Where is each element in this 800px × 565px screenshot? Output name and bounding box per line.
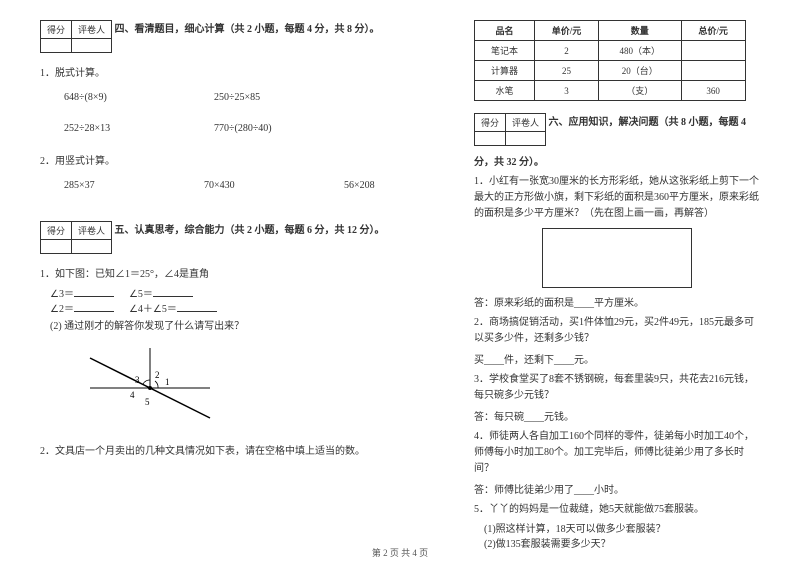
q6-3-ans: 答：每只碗____元钱。: [474, 408, 760, 423]
left-column: 得分 评卷人 四、看清题目，细心计算（共 2 小题，每题 4 分，共 8 分）。…: [40, 20, 444, 530]
q6-3: 3．学校食堂买了8套不锈钢碗，每套里装9只，共花去216元钱，每只碗多少元钱？: [474, 372, 760, 404]
expr: 252÷28×13: [64, 123, 164, 134]
th: 品名: [475, 21, 535, 41]
page-footer: 第 2 页 共 4 页: [0, 546, 800, 559]
q6-2: 2．商场搞促销活动，买1件体恤29元，买2件49元，185元最多可以买多少件，还…: [474, 315, 760, 347]
score-box-4: 得分 评卷人: [40, 20, 112, 53]
q6-4-ans: 答：师傅比徒弟少用了____小时。: [474, 481, 760, 496]
score-cell[interactable]: [41, 39, 72, 53]
q4-1-label: 1．脱式计算。: [40, 66, 444, 82]
svg-text:5: 5: [145, 397, 150, 407]
table-header-row: 品名 单价/元 数量 总价/元: [475, 21, 746, 41]
q5-2-label: 2．文具店一个月卖出的几种文具情况如下表，请在空格中填上适当的数。: [40, 444, 444, 460]
section-6-header: 得分 评卷人 六、应用知识，解决问题（共 8 小题，每题 4 分，共 32 分）…: [474, 113, 760, 168]
th: 总价/元: [681, 21, 745, 41]
q6-2-ans: 买____件，还剩下____元。: [474, 351, 760, 366]
grader-label: 评卷人: [506, 114, 546, 132]
table-row: 水笔 3 （支） 360: [475, 81, 746, 101]
cell: 2: [534, 41, 598, 61]
cell-blank[interactable]: [681, 41, 745, 61]
score-box-6: 得分 评卷人: [474, 113, 546, 146]
cell: 计算器: [475, 61, 535, 81]
score-label: 得分: [41, 21, 72, 39]
q6-5-sub1: (1)照这样计算，18天可以做多少套服装？: [484, 520, 760, 535]
cell: 480（本）: [599, 41, 681, 61]
calc-row-2: 252÷28×13 770÷(280÷40): [64, 123, 444, 134]
stationery-table: 品名 单价/元 数量 总价/元 笔记本 2 480（本） 计算器 25 20（台…: [474, 20, 746, 101]
cell: 360: [681, 81, 745, 101]
q5-1-sub: (2) 通过刚才的解答你发现了什么请写出来？: [50, 319, 444, 335]
page-container: 得分 评卷人 四、看清题目，细心计算（共 2 小题，每题 4 分，共 8 分）。…: [40, 20, 760, 530]
cell: 3: [534, 81, 598, 101]
expr: 250÷25×85: [214, 92, 314, 103]
calc-row-1: 648÷(8×9) 250÷25×85: [64, 92, 444, 103]
svg-text:3: 3: [135, 375, 140, 385]
expr: 56×208: [344, 180, 444, 191]
grader-label: 评卷人: [72, 222, 112, 240]
cell-blank[interactable]: （支）: [599, 81, 681, 101]
blank[interactable]: [74, 287, 114, 297]
grader-cell[interactable]: [72, 240, 112, 254]
calc-row-3: 285×37 70×430 56×208: [64, 180, 444, 191]
svg-text:1: 1: [165, 377, 170, 387]
q6-5: 5．丫丫的妈妈是一位裁缝，她5天就能做75套服装。: [474, 502, 760, 518]
q5-1-label: 1．如下图：已知∠1＝25°，∠4是直角: [40, 267, 444, 283]
expr: 770÷(280÷40): [214, 123, 314, 134]
section-4-header: 得分 评卷人 四、看清题目，细心计算（共 2 小题，每题 4 分，共 8 分）。: [40, 20, 444, 60]
angle-diagram: 1 2 3 4 5: [80, 343, 220, 423]
svg-text:2: 2: [155, 370, 160, 380]
score-label: 得分: [475, 114, 506, 132]
angle-blanks: ∠3＝ ∠5＝ ∠2＝ ∠4＋∠5＝: [50, 285, 444, 315]
th: 单价/元: [534, 21, 598, 41]
th: 数量: [599, 21, 681, 41]
grader-label: 评卷人: [72, 21, 112, 39]
expr: 285×37: [64, 180, 164, 191]
table-row: 笔记本 2 480（本）: [475, 41, 746, 61]
cell: 水笔: [475, 81, 535, 101]
cell: 25: [534, 61, 598, 81]
angle3: ∠3＝: [50, 289, 74, 300]
angle5: ∠5＝: [129, 289, 153, 300]
cell-blank[interactable]: [681, 61, 745, 81]
blank[interactable]: [177, 302, 217, 312]
score-box-5: 得分 评卷人: [40, 221, 112, 254]
grader-cell[interactable]: [506, 132, 546, 146]
cell: 笔记本: [475, 41, 535, 61]
blank[interactable]: [74, 302, 114, 312]
angle2: ∠2＝: [50, 304, 74, 315]
section-5-header: 得分 评卷人 五、认真思考，综合能力（共 2 小题，每题 6 分，共 12 分）…: [40, 221, 444, 261]
q6-4: 4．师徒两人各自加工160个同样的零件，徒弟每小时加工40个，师傅每小时加工80…: [474, 429, 760, 477]
grader-cell[interactable]: [72, 39, 112, 53]
drawing-box[interactable]: [542, 228, 692, 288]
q6-1: 1．小红有一张宽30厘米的长方形彩纸，她从这张彩纸上剪下一个最大的正方形做小旗，…: [474, 174, 760, 222]
right-column: 品名 单价/元 数量 总价/元 笔记本 2 480（本） 计算器 25 20（台…: [474, 20, 760, 530]
q6-1-ans: 答：原来彩纸的面积是____平方厘米。: [474, 294, 760, 309]
expr: 70×430: [204, 180, 304, 191]
score-cell[interactable]: [475, 132, 506, 146]
score-cell[interactable]: [41, 240, 72, 254]
svg-text:4: 4: [130, 390, 135, 400]
score-label: 得分: [41, 222, 72, 240]
section-5-title: 五、认真思考，综合能力（共 2 小题，每题 6 分，共 12 分）。: [115, 225, 385, 236]
angle45: ∠4＋∠5＝: [129, 304, 177, 315]
blank[interactable]: [153, 287, 193, 297]
table-row: 计算器 25 20（台）: [475, 61, 746, 81]
section-4-title: 四、看清题目，细心计算（共 2 小题，每题 4 分，共 8 分）。: [115, 24, 380, 35]
q4-2-label: 2．用竖式计算。: [40, 154, 444, 170]
expr: 648÷(8×9): [64, 92, 164, 103]
cell: 20（台）: [599, 61, 681, 81]
